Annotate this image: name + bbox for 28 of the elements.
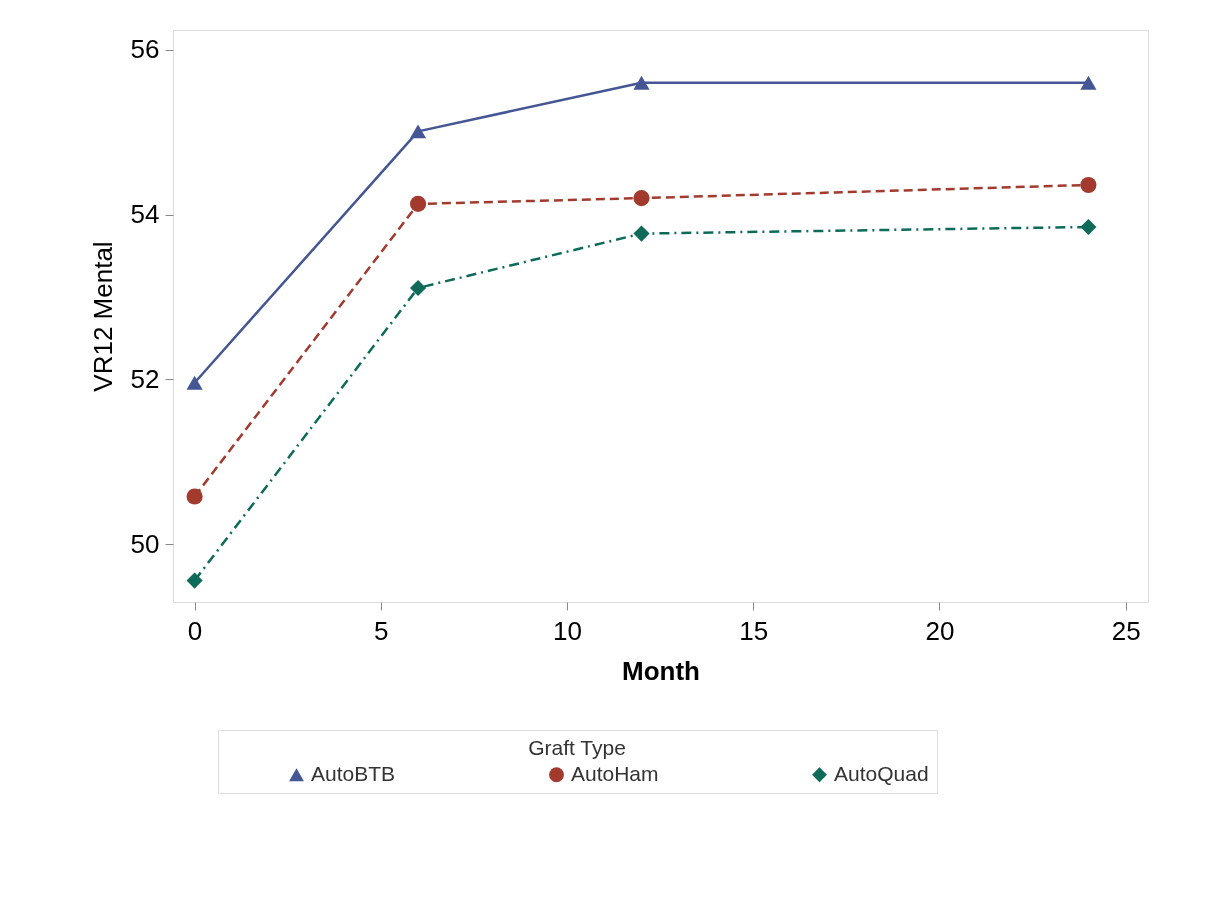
x-tick-label: 5 xyxy=(374,615,389,646)
point xyxy=(186,488,203,505)
point xyxy=(1080,176,1097,193)
point xyxy=(1080,75,1097,90)
y-tick-label: 50 xyxy=(130,528,160,559)
x-tick-label: 25 xyxy=(1111,615,1141,646)
x-axis-title: Month xyxy=(622,655,700,686)
point xyxy=(633,190,650,207)
x-tick-label: 15 xyxy=(739,615,769,646)
y-tick-label: 54 xyxy=(130,199,160,230)
legend-label: AutoBTB xyxy=(311,761,396,785)
y-tick-label: 52 xyxy=(130,363,160,394)
point xyxy=(633,75,650,90)
y-axis-title: VR12 Mental xyxy=(87,241,118,392)
y-tick-label: 56 xyxy=(130,34,160,65)
x-tick-label: 20 xyxy=(925,615,955,646)
legend-label: AutoHam xyxy=(571,761,659,785)
point xyxy=(1080,218,1097,236)
point xyxy=(409,279,427,297)
x-tick-label: 10 xyxy=(553,615,582,646)
legend-title: Graft Type xyxy=(528,736,626,759)
x-tick-label: 0 xyxy=(187,615,203,646)
point xyxy=(409,195,427,212)
legend-label: AutoQuad xyxy=(834,761,929,785)
point xyxy=(186,375,203,390)
point xyxy=(409,124,427,139)
point xyxy=(186,572,203,589)
point xyxy=(633,225,650,242)
